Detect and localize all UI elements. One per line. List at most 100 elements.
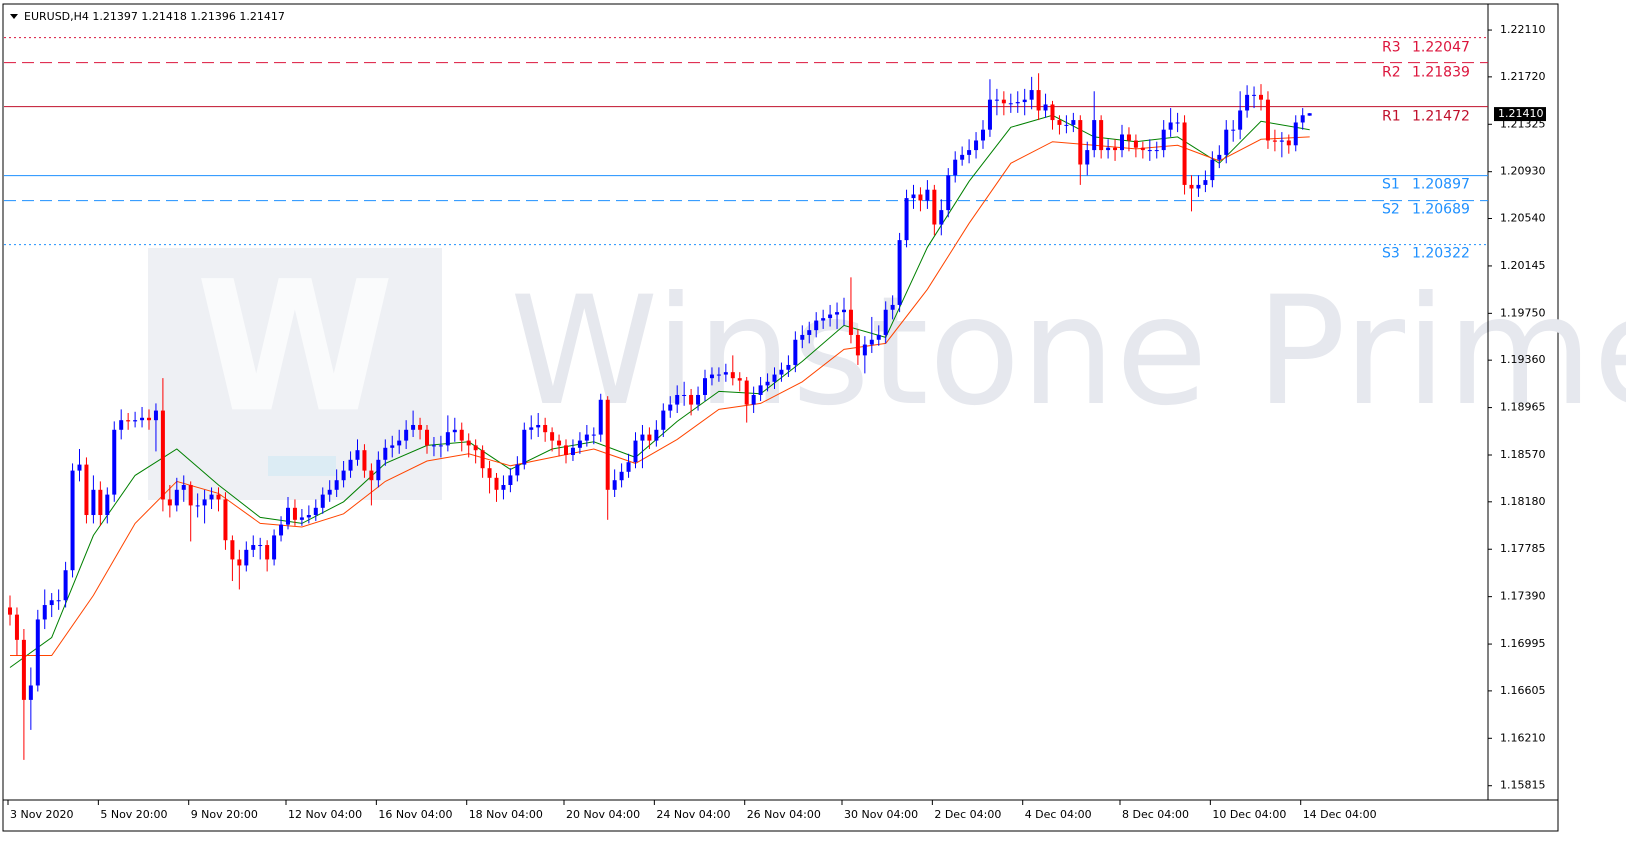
- candle-body: [842, 309, 846, 313]
- candle-body: [744, 380, 749, 405]
- candle-body: [1293, 122, 1298, 146]
- candle-body: [1099, 120, 1104, 151]
- candle-body: [438, 445, 443, 447]
- candle-body: [425, 429, 429, 446]
- candle-body: [529, 427, 534, 430]
- candle-body: [1307, 113, 1312, 116]
- candle-body: [369, 470, 374, 481]
- candle-body: [1120, 134, 1124, 151]
- candle-body: [981, 129, 985, 141]
- candle-body: [1161, 129, 1166, 151]
- x-tick-label: 16 Nov 04:00: [378, 808, 452, 821]
- candle-body: [313, 507, 318, 516]
- candle-body: [675, 394, 680, 405]
- candle-body: [1203, 180, 1208, 185]
- candle-body: [501, 485, 506, 490]
- candle-body: [1279, 140, 1284, 142]
- candle-body: [557, 440, 562, 446]
- candle-body: [452, 429, 457, 433]
- candle-body: [91, 489, 96, 516]
- candle-body: [765, 381, 770, 386]
- candle-body: [591, 434, 596, 436]
- pivot-name: R3: [1382, 40, 1401, 56]
- candle-body: [77, 464, 82, 471]
- pivot-name: S1: [1382, 177, 1400, 193]
- candle-body: [272, 535, 277, 560]
- candle-body: [251, 545, 256, 550]
- y-tick-label: 1.21720: [1500, 70, 1546, 83]
- y-tick-label: 1.16995: [1500, 637, 1546, 650]
- candle-body: [730, 372, 735, 379]
- pivot-value: 1.20897: [1412, 177, 1470, 193]
- candle-body: [939, 210, 944, 225]
- candle-body: [536, 424, 541, 428]
- candle-body: [334, 480, 339, 490]
- x-tick-label: 3 Nov 2020: [10, 808, 73, 821]
- candle-body: [1147, 150, 1152, 152]
- candle-body: [1113, 147, 1118, 151]
- candle-body: [1015, 102, 1020, 104]
- candle-body: [633, 440, 638, 463]
- candle-body: [696, 394, 701, 405]
- candle-body: [1133, 140, 1138, 148]
- candle-body: [890, 304, 895, 310]
- candle-body: [508, 475, 513, 486]
- candle-body: [1008, 103, 1013, 105]
- candle-body: [258, 545, 263, 547]
- candle-body: [195, 505, 200, 507]
- candle-body: [974, 140, 979, 151]
- pivot-value: 1.22047: [1412, 40, 1470, 56]
- candle-body: [181, 485, 186, 490]
- candle-body: [828, 314, 833, 319]
- pivot-name: S2: [1382, 202, 1400, 218]
- candle-body: [348, 459, 353, 471]
- candle-body: [605, 399, 610, 490]
- x-tick-label: 8 Dec 04:00: [1122, 808, 1189, 821]
- candle-body: [779, 369, 784, 375]
- candle-body: [390, 445, 395, 448]
- y-tick-label: 1.19750: [1500, 306, 1546, 319]
- candle-body: [1126, 134, 1131, 141]
- candle-body: [793, 339, 798, 365]
- candle-body: [640, 434, 645, 441]
- candle-body: [1286, 140, 1291, 146]
- candle-body: [223, 499, 228, 541]
- y-tick-label: 1.19360: [1500, 353, 1546, 366]
- y-tick-label: 1.22110: [1500, 23, 1546, 36]
- candle-body: [1071, 120, 1076, 125]
- candle-body: [855, 334, 860, 356]
- candle-body: [1140, 147, 1145, 151]
- candle-body: [320, 494, 325, 508]
- candle-body: [1300, 115, 1305, 123]
- candle-body: [237, 559, 242, 566]
- candle-body: [286, 507, 290, 525]
- candle-body: [661, 410, 666, 430]
- chart-title: EURUSD,H4 1.21397 1.21418 1.21396 1.2141…: [24, 10, 285, 23]
- y-tick-label: 1.17785: [1500, 542, 1546, 555]
- candle-body: [8, 607, 12, 615]
- candle-body: [1182, 122, 1187, 185]
- candle-body: [1022, 99, 1027, 103]
- candle-body: [1265, 99, 1270, 141]
- pivot-value: 1.21472: [1412, 109, 1470, 125]
- candle-body: [703, 378, 707, 395]
- candle-body: [404, 429, 409, 441]
- candle-body: [167, 499, 172, 506]
- candle-body: [751, 394, 756, 405]
- candle-body: [1106, 147, 1111, 151]
- candle-body: [723, 372, 728, 375]
- pivot-name: R1: [1382, 109, 1401, 125]
- candle-body: [153, 410, 158, 421]
- candle-body: [689, 394, 694, 405]
- candle-body: [140, 417, 145, 421]
- x-tick-label: 24 Nov 04:00: [656, 808, 730, 821]
- candle-body: [960, 154, 965, 160]
- candle-body: [112, 429, 117, 495]
- candle-body: [355, 450, 360, 460]
- candle-body: [209, 494, 214, 500]
- bid-box: [1494, 107, 1546, 122]
- pivot-name: R2: [1382, 65, 1401, 81]
- candle-body: [564, 445, 568, 455]
- candle-body: [1154, 150, 1159, 152]
- candle-body: [598, 399, 603, 435]
